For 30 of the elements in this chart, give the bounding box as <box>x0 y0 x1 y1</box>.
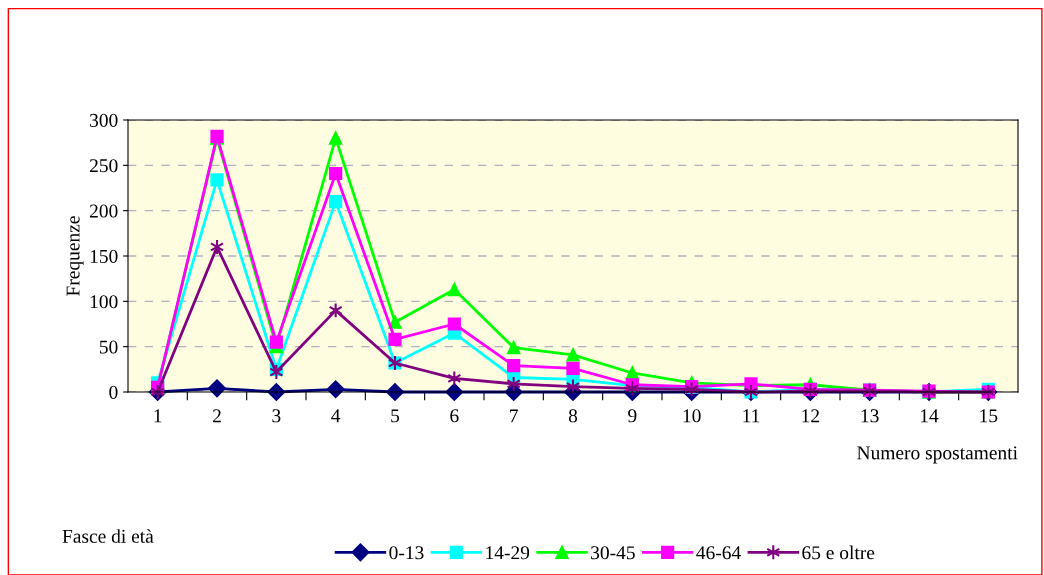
y-tick-label: 0 <box>109 385 118 399</box>
x-tick-label: 8 <box>568 409 578 423</box>
y-axis-title: Frequenze <box>66 216 84 296</box>
x-tick-label: 4 <box>331 409 341 423</box>
x-axis-title: Numero spostamenti <box>857 446 1018 464</box>
y-tick-label: 200 <box>89 204 118 218</box>
legend-label: 14-29 <box>486 546 530 560</box>
y-tick-label: 250 <box>89 159 118 173</box>
legend-label: 46-64 <box>696 546 741 560</box>
y-tick-label: 50 <box>99 340 118 354</box>
x-tick-label: 15 <box>980 409 998 423</box>
x-tick-label: 3 <box>272 409 281 423</box>
legend-label: 30-45 <box>591 546 635 560</box>
x-tick-label: 6 <box>450 409 459 423</box>
x-tick-label: 14 <box>920 409 939 423</box>
legend-label: 0-13 <box>389 546 424 560</box>
x-tick-label: 13 <box>861 409 879 423</box>
x-tick-label: 5 <box>391 409 400 423</box>
legend-title: Fasce di età <box>62 529 154 543</box>
x-tick-label: 10 <box>683 409 701 423</box>
x-tick-label: 11 <box>743 409 760 423</box>
x-tick-label: 12 <box>802 409 819 423</box>
x-tick-label: 9 <box>628 409 637 423</box>
x-tick-label: 2 <box>212 409 221 423</box>
x-tick-label: 1 <box>154 409 162 423</box>
legend-label: 65 e oltre <box>802 545 875 560</box>
y-tick-label: 100 <box>90 295 118 309</box>
y-tick-label: 300 <box>90 113 118 127</box>
y-tick-label: 150 <box>90 249 118 263</box>
x-tick-label: 7 <box>510 409 518 423</box>
